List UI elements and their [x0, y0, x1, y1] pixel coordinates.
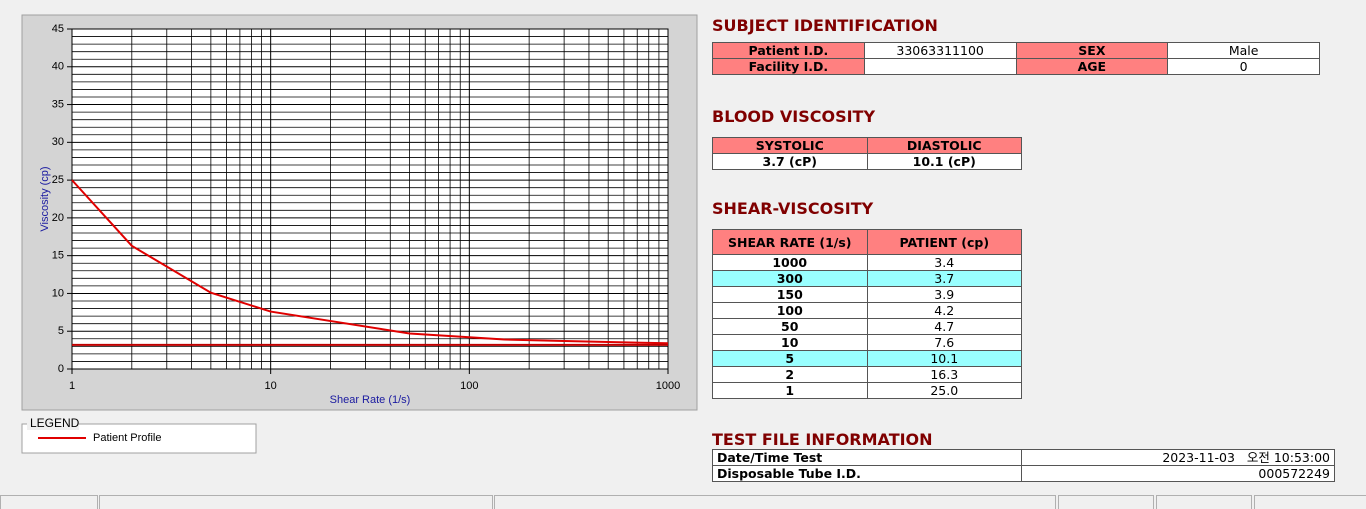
table-cell: 150 — [712, 286, 868, 303]
header-cell: DIASTOLIC — [866, 137, 1022, 154]
table-cell: 300 — [712, 270, 868, 287]
header-cell: PATIENT (cp) — [866, 229, 1022, 255]
legend-title-bg — [27, 417, 79, 430]
table-cell: 10 — [712, 334, 868, 351]
blood-viscosity-table: SYSTOLIC DIASTOLIC 3.7 (cP) 10.1 (cP) — [712, 137, 1022, 170]
header-cell: SYSTOLIC — [712, 137, 868, 154]
status-segment — [1156, 495, 1252, 509]
table-row: Date/Time Test 2023-11-03 오전 10:53:00 — [712, 449, 1335, 466]
cell-label: Disposable Tube I.D. — [712, 465, 1022, 482]
table-row: 100 4.2 — [712, 302, 1022, 319]
y-tick-label: 20 — [52, 212, 64, 224]
header-row: SYSTOLIC DIASTOLIC — [712, 137, 1022, 154]
x-axis-title: Shear Rate (1/s) — [330, 394, 411, 406]
y-tick-label: 5 — [58, 325, 64, 337]
y-tick-label: 45 — [52, 23, 64, 35]
y-axis-title: Viscosity (cp) — [39, 166, 51, 231]
section-title: TEST FILE INFORMATION — [712, 430, 933, 449]
table-row: 1 25.0 — [712, 382, 1022, 399]
cell-label: AGE — [1015, 58, 1169, 75]
y-tick-label: 25 — [52, 174, 64, 186]
table-cell: 25.0 — [866, 382, 1022, 399]
table-cell: 4.2 — [866, 302, 1022, 319]
status-segment — [1058, 495, 1154, 509]
table-cell: 1 — [712, 382, 868, 399]
table-cell: 10.1 — [866, 350, 1022, 367]
status-segment — [494, 495, 1056, 509]
y-tick-label: 0 — [58, 363, 64, 375]
table-row: 1000 3.4 — [712, 254, 1022, 271]
status-segment — [1254, 495, 1366, 509]
table-row: 5 10.1 — [712, 350, 1022, 367]
table-cell: 5 — [712, 350, 868, 367]
table-row: 3.7 (cP) 10.1 (cP) — [712, 153, 1022, 170]
table-row: Facility I.D. AGE 0 — [712, 58, 1320, 75]
cell-value — [863, 58, 1017, 75]
cell-label: Facility I.D. — [712, 58, 865, 75]
header-row: SHEAR RATE (1/s) PATIENT (cp) — [712, 229, 1022, 255]
table-row: 50 4.7 — [712, 318, 1022, 335]
table-cell: 2 — [712, 366, 868, 383]
table-cell: 7.6 — [866, 334, 1022, 351]
section-title: BLOOD VISCOSITY — [712, 107, 876, 126]
legend-title: LEGEND — [30, 416, 80, 430]
shear-viscosity-table: SHEAR RATE (1/s) PATIENT (cp) 1000 3.4 300 3.… — [712, 229, 1022, 399]
table-cell: 3.4 — [866, 254, 1022, 271]
legend-label: Patient Profile — [93, 432, 161, 444]
cell-label: Date/Time Test — [712, 449, 1022, 466]
table-cell: 100 — [712, 302, 868, 319]
cell-value: 0 — [1167, 58, 1320, 75]
table-cell: 3.7 — [866, 270, 1022, 287]
status-segment — [99, 495, 493, 509]
cell-value: 3.7 (cP) — [712, 153, 868, 170]
table-cell: 16.3 — [866, 366, 1022, 383]
table-cell: 50 — [712, 318, 868, 335]
status-segment — [0, 495, 98, 509]
x-tick-label: 10 — [265, 380, 277, 392]
header-cell: SHEAR RATE (1/s) — [712, 229, 868, 255]
x-tick-label: 1 — [69, 380, 75, 392]
x-tick-label: 100 — [460, 380, 478, 392]
y-tick-label: 40 — [52, 61, 64, 73]
cell-value: 000572249 — [1021, 465, 1335, 482]
cell-label: SEX — [1015, 42, 1169, 59]
table-row: 150 3.9 — [712, 286, 1022, 303]
cell-label: Patient I.D. — [712, 42, 865, 59]
plot-border — [71, 28, 669, 370]
table-row: 300 3.7 — [712, 270, 1022, 287]
x-tick-label: 1000 — [656, 380, 680, 392]
section-title: SHEAR-VISCOSITY — [712, 199, 874, 218]
table-cell: 1000 — [712, 254, 868, 271]
table-cell: 3.9 — [866, 286, 1022, 303]
test-file-table: Date/Time Test 2023-11-03 오전 10:53:00 Disp… — [712, 449, 1335, 482]
subject-table: Patient I.D. 33063311100 SEX Male Facility I… — [712, 42, 1320, 75]
table-row: 10 7.6 — [712, 334, 1022, 351]
y-tick-label: 35 — [52, 98, 64, 110]
cell-value: 2023-11-03 오전 10:53:00 — [1021, 449, 1335, 466]
cell-value: Male — [1167, 42, 1320, 59]
plot-area — [72, 29, 668, 369]
y-tick-label: 30 — [52, 136, 64, 148]
table-row: 2 16.3 — [712, 366, 1022, 383]
table-row: Patient I.D. 33063311100 SEX Male — [712, 42, 1320, 59]
cell-value: 33063311100 — [863, 42, 1017, 59]
y-tick-label: 10 — [52, 287, 64, 299]
cell-value: 10.1 (cP) — [866, 153, 1022, 170]
table-row: Disposable Tube I.D. 000572249 — [712, 465, 1335, 482]
y-tick-label: 15 — [52, 250, 64, 262]
data-line — [71, 179, 669, 345]
section-title: SUBJECT IDENTIFICATION — [712, 16, 938, 35]
chart: 0 5 10 15 20 25 30 35 40 45 1 10 100 1000 Shear Rate (… — [21, 14, 698, 454]
table-cell: 4.7 — [866, 318, 1022, 335]
